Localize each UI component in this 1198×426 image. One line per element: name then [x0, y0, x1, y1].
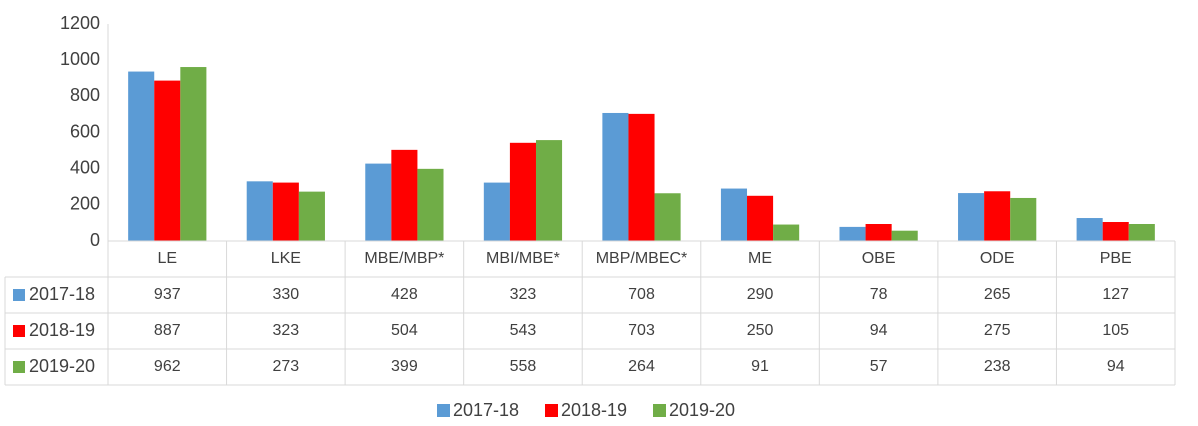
y-tick-label: 200: [70, 194, 100, 214]
bar: [417, 168, 444, 241]
table-cell: 94: [1107, 358, 1125, 375]
table-cell: 399: [391, 358, 418, 375]
bar: [747, 195, 774, 241]
table-cell: 708: [628, 286, 655, 303]
table-cell: 887: [154, 322, 181, 339]
bar: [602, 112, 629, 241]
bar: [509, 142, 536, 241]
table-cell: 264: [628, 358, 655, 375]
table-cell: 543: [510, 322, 537, 339]
row-header: 2019-20: [29, 356, 95, 376]
bar: [865, 224, 892, 241]
bar: [839, 226, 866, 241]
bar: [535, 140, 563, 241]
bar: [628, 113, 655, 241]
table-cell: 323: [272, 322, 299, 339]
legend-label: 2019-20: [669, 400, 735, 420]
bar: [891, 230, 918, 241]
y-tick-label: 1200: [60, 13, 100, 33]
y-tick-label: 800: [70, 85, 100, 105]
table-cell: 290: [747, 286, 774, 303]
y-tick-label: 0: [90, 230, 100, 250]
table-cell: 127: [1102, 286, 1129, 303]
bar: [984, 191, 1011, 241]
bar: [483, 182, 510, 241]
legend-key: [653, 404, 666, 417]
x-tick-label: ME: [748, 250, 772, 267]
table-cell: 273: [272, 358, 299, 375]
table-cell: 105: [1102, 322, 1129, 339]
table-cell: 962: [154, 358, 181, 375]
bar: [654, 193, 681, 241]
table-cell: 265: [984, 286, 1011, 303]
bar: [1128, 224, 1155, 241]
x-tick-label: PBE: [1100, 250, 1132, 267]
table-cell: 91: [751, 358, 769, 375]
legend-key: [437, 404, 450, 417]
table-cell: 275: [984, 322, 1011, 339]
x-tick-label: ODE: [980, 250, 1015, 267]
bar: [391, 149, 418, 241]
table-cell: 323: [510, 286, 537, 303]
y-tick-label: 1000: [60, 49, 100, 69]
table-cell: 558: [510, 358, 537, 375]
row-header: 2018-19: [29, 320, 95, 340]
bar: [154, 80, 181, 241]
x-tick-label: MBP/MBEC*: [596, 250, 688, 267]
table-cell: 937: [154, 286, 181, 303]
bar: [958, 193, 985, 241]
row-header: 2017-18: [29, 284, 95, 304]
x-tick-label: MBI/MBE*: [486, 250, 560, 267]
table-cell: 238: [984, 358, 1011, 375]
x-tick-label: LE: [157, 250, 177, 267]
bar: [246, 181, 273, 241]
bar: [1076, 218, 1103, 241]
x-tick-label: MBE/MBP*: [364, 250, 444, 267]
table-cell: 250: [747, 322, 774, 339]
bar: [272, 182, 299, 241]
table-cell: 78: [870, 286, 888, 303]
y-tick-label: 400: [70, 157, 100, 177]
legend-label: 2017-18: [453, 400, 519, 420]
legend-key: [545, 404, 558, 417]
table-cell: 57: [870, 358, 888, 375]
table-cell: 703: [628, 322, 655, 339]
table-cell: 94: [870, 322, 888, 339]
bar: [365, 163, 392, 241]
bar: [298, 191, 325, 241]
x-tick-label: OBE: [862, 250, 896, 267]
bar: [720, 188, 748, 241]
bar: [773, 224, 800, 241]
bar: [180, 67, 207, 241]
row-key: [13, 325, 25, 337]
legend-label: 2018-19: [561, 400, 627, 420]
y-tick-label: 600: [70, 121, 100, 141]
bar: [1102, 222, 1129, 241]
table-cell: 330: [272, 286, 299, 303]
row-key: [13, 361, 25, 373]
table-cell: 504: [391, 322, 418, 339]
row-key: [13, 289, 25, 301]
bar: [128, 71, 155, 241]
bar: [1010, 197, 1037, 241]
x-tick-label: LKE: [271, 250, 301, 267]
table-cell: 428: [391, 286, 418, 303]
